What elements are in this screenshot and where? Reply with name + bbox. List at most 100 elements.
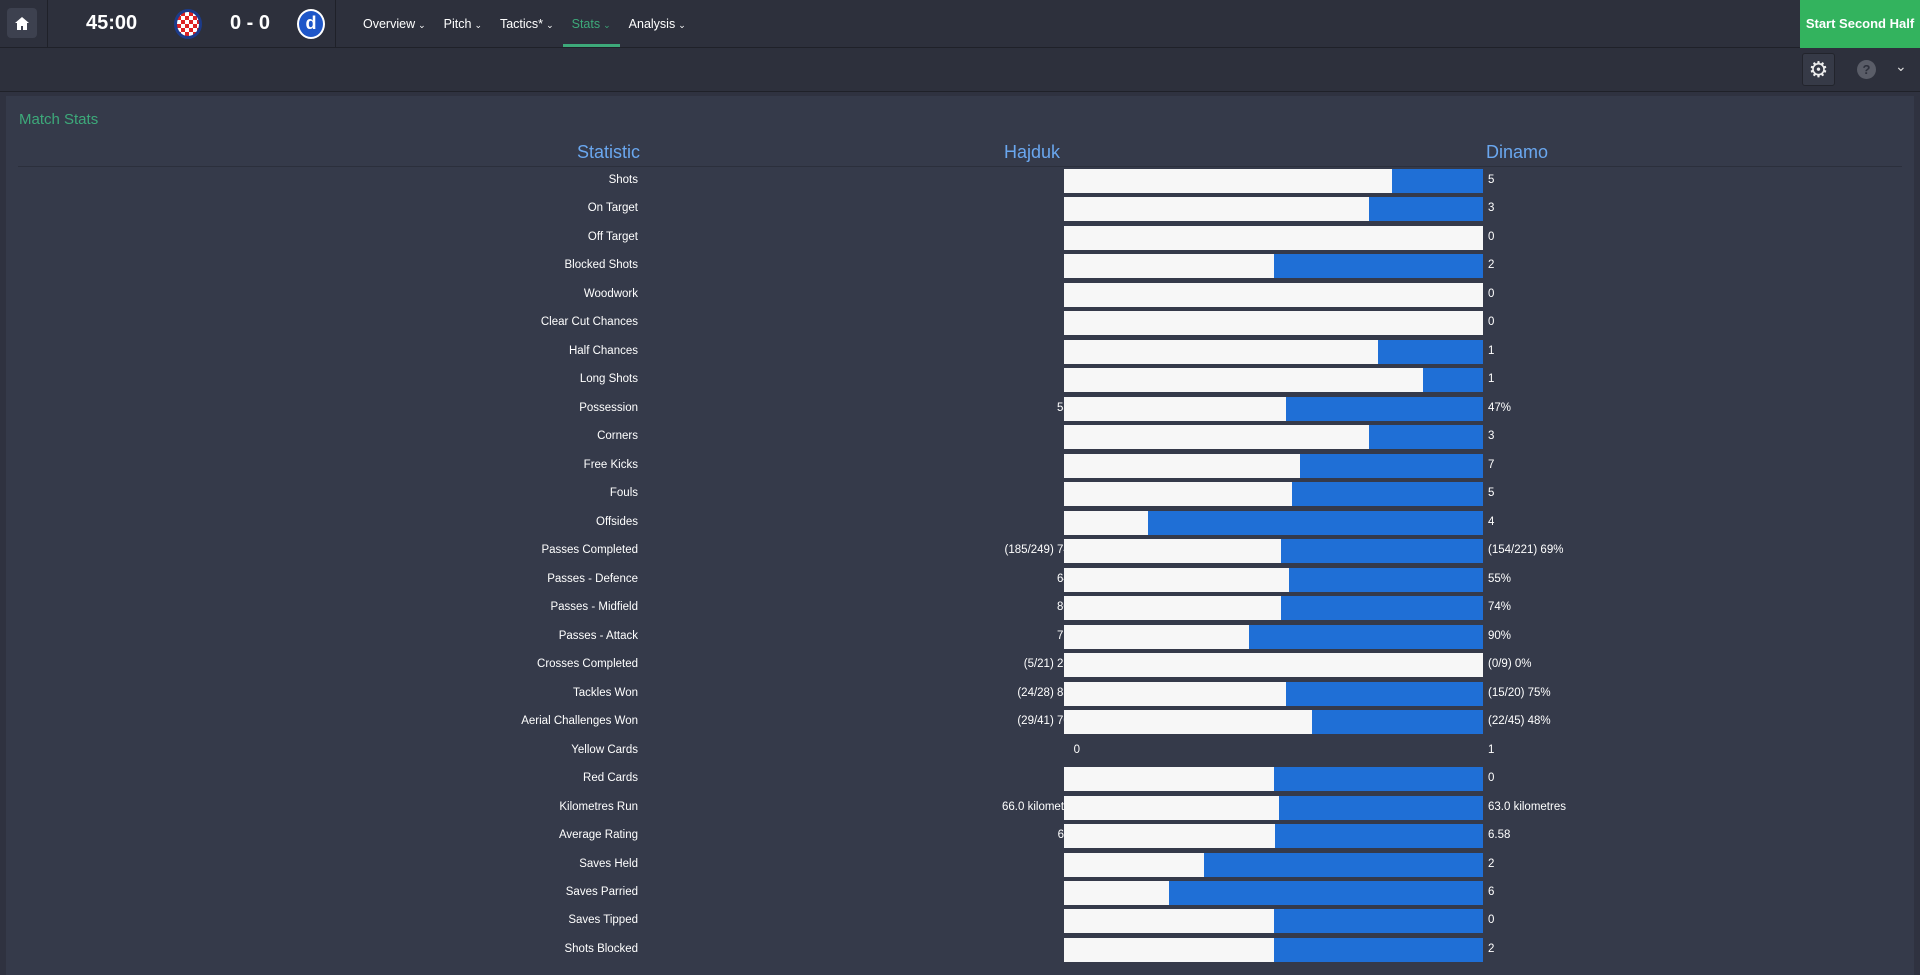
stat-row: Average Rating 6.66 6.58 bbox=[18, 822, 1902, 850]
stat-row: Half Chances 3 1 bbox=[18, 338, 1902, 366]
comparison-bar bbox=[1064, 368, 1483, 393]
away-value: 74% bbox=[1488, 601, 1512, 614]
comparison-bar bbox=[1064, 197, 1483, 222]
home-bar-fill bbox=[1064, 767, 1274, 792]
away-value: 3 bbox=[1488, 430, 1495, 443]
comparison-bar bbox=[1064, 909, 1483, 934]
comparison-bar bbox=[1064, 937, 1483, 962]
tab-stats[interactable]: Stats ⌄ bbox=[562, 0, 620, 48]
comparison-bar bbox=[1064, 824, 1483, 849]
stat-label: Corners bbox=[597, 430, 638, 443]
away-value: (154/221) 69% bbox=[1488, 544, 1564, 557]
away-value: (22/45) 48% bbox=[1488, 715, 1551, 728]
stat-row: Woodwork 1 0 bbox=[18, 281, 1902, 309]
stat-label: Saves Parried bbox=[565, 886, 638, 898]
away-value: 63.0 kilometres bbox=[1488, 800, 1566, 813]
home-bar-fill bbox=[1064, 653, 1483, 678]
stat-label: Tackles Won bbox=[573, 686, 638, 699]
stat-row: Passes - Midfield 80% 74% bbox=[18, 594, 1902, 622]
help-icon[interactable]: ? bbox=[1857, 60, 1876, 79]
comparison-bar bbox=[1064, 767, 1483, 792]
away-team-crest: d bbox=[297, 9, 325, 39]
stat-label: Free Kicks bbox=[583, 458, 638, 471]
home-value: 0 bbox=[1073, 743, 1080, 756]
chevron-down-icon[interactable]: ⌄ bbox=[1895, 58, 1907, 74]
home-bar-fill bbox=[1064, 368, 1424, 393]
stat-row: Passes - Defence 64% 55% bbox=[18, 566, 1902, 594]
tab-analysis[interactable]: Analysis ⌄ bbox=[620, 0, 695, 48]
tab-tactics[interactable]: Tactics* ⌄ bbox=[491, 0, 563, 48]
comparison-bar bbox=[1064, 254, 1483, 279]
stat-row: Passes Completed (185/249) 74% (154/221)… bbox=[18, 537, 1902, 565]
chevron-down-icon: ⌄ bbox=[418, 20, 426, 30]
stat-row: Crosses Completed (5/21) 23% (0/9) 0% bbox=[18, 651, 1902, 679]
home-team-crest bbox=[174, 9, 202, 39]
tab-label: Analysis bbox=[628, 17, 676, 31]
home-bar-fill bbox=[1064, 197, 1369, 222]
home-icon bbox=[15, 16, 29, 30]
home-value: (185/249) 74% bbox=[1004, 544, 1080, 557]
stat-row: Yellow Cards 0 1 bbox=[18, 737, 1902, 765]
crest-letter: d bbox=[305, 13, 317, 33]
comparison-bar bbox=[1064, 624, 1483, 649]
stat-label: Aerial Challenges Won bbox=[521, 715, 638, 728]
stat-row: Tackles Won (24/28) 85% (15/20) 75% bbox=[18, 680, 1902, 708]
stat-label: Passes - Defence bbox=[547, 572, 638, 585]
chevron-down-icon: ⌄ bbox=[546, 20, 554, 30]
panel-title: Match Stats bbox=[19, 111, 99, 128]
away-value: 5 bbox=[1488, 174, 1495, 186]
comparison-bar bbox=[1064, 169, 1483, 193]
home-bar-fill bbox=[1064, 282, 1483, 307]
tab-pitch[interactable]: Pitch ⌄ bbox=[435, 0, 491, 48]
chevron-down-icon: ⌄ bbox=[678, 20, 686, 30]
away-value: 3 bbox=[1488, 202, 1495, 215]
home-bar-fill bbox=[1064, 824, 1275, 849]
home-bar-fill bbox=[1064, 624, 1249, 649]
tab-label: Tactics* bbox=[499, 17, 544, 31]
match-stats-panel bbox=[6, 96, 1914, 975]
home-button[interactable] bbox=[7, 8, 37, 38]
stat-label: Blocked Shots bbox=[564, 259, 638, 272]
home-bar-fill bbox=[1064, 254, 1274, 279]
comparison-bar bbox=[1064, 482, 1483, 507]
home-bar-fill bbox=[1064, 339, 1379, 364]
comparison-bar bbox=[1064, 681, 1483, 706]
comparison-bar bbox=[1064, 795, 1483, 820]
stat-label: Long Shots bbox=[579, 373, 638, 386]
stat-row: Shots Blocked 2 2 bbox=[18, 936, 1902, 964]
column-header-home: Hajduk bbox=[1003, 142, 1060, 162]
stat-label: Passes - Midfield bbox=[550, 601, 638, 614]
stat-row: Red Cards 0 0 bbox=[18, 765, 1902, 793]
home-bar-fill bbox=[1064, 681, 1287, 706]
home-bar-fill bbox=[1064, 710, 1313, 735]
home-bar-fill bbox=[1064, 596, 1282, 621]
start-second-half-button[interactable]: Start Second Half bbox=[1800, 0, 1920, 48]
chevron-down-icon: ⌄ bbox=[603, 20, 611, 30]
home-value: 66.0 kilometres bbox=[1002, 800, 1080, 813]
comparison-bar bbox=[1064, 510, 1483, 535]
comparison-bar bbox=[1064, 852, 1483, 877]
stat-label: Passes - Attack bbox=[558, 629, 638, 642]
tab-label: Pitch bbox=[443, 17, 472, 31]
settings-gear-icon[interactable]: ⚙ bbox=[1802, 53, 1835, 86]
stat-row: Shots 18 5 bbox=[18, 167, 1902, 195]
stat-label: Half Chances bbox=[568, 344, 638, 357]
comparison-bar bbox=[1064, 225, 1483, 250]
away-value: 90% bbox=[1488, 629, 1512, 642]
comparison-bar bbox=[1064, 539, 1483, 564]
tab-overview[interactable]: Overview ⌄ bbox=[354, 0, 435, 48]
home-bar-fill bbox=[1064, 453, 1300, 478]
chevron-down-icon: ⌄ bbox=[474, 20, 482, 30]
stat-row: Corners 8 3 bbox=[18, 423, 1902, 451]
comparison-bar bbox=[1064, 453, 1483, 478]
stat-label: Off Target bbox=[587, 230, 638, 243]
stat-label: Clear Cut Chances bbox=[540, 316, 638, 329]
comparison-bar bbox=[1064, 710, 1483, 735]
away-value: 6.58 bbox=[1488, 829, 1511, 842]
away-value: 1 bbox=[1488, 373, 1495, 386]
stat-row: Free Kicks 9 7 bbox=[18, 452, 1902, 480]
stat-label: Saves Tipped bbox=[568, 914, 638, 927]
stat-label: Passes Completed bbox=[541, 544, 638, 557]
away-value: 5 bbox=[1488, 487, 1495, 500]
away-value: 2 bbox=[1488, 857, 1495, 870]
